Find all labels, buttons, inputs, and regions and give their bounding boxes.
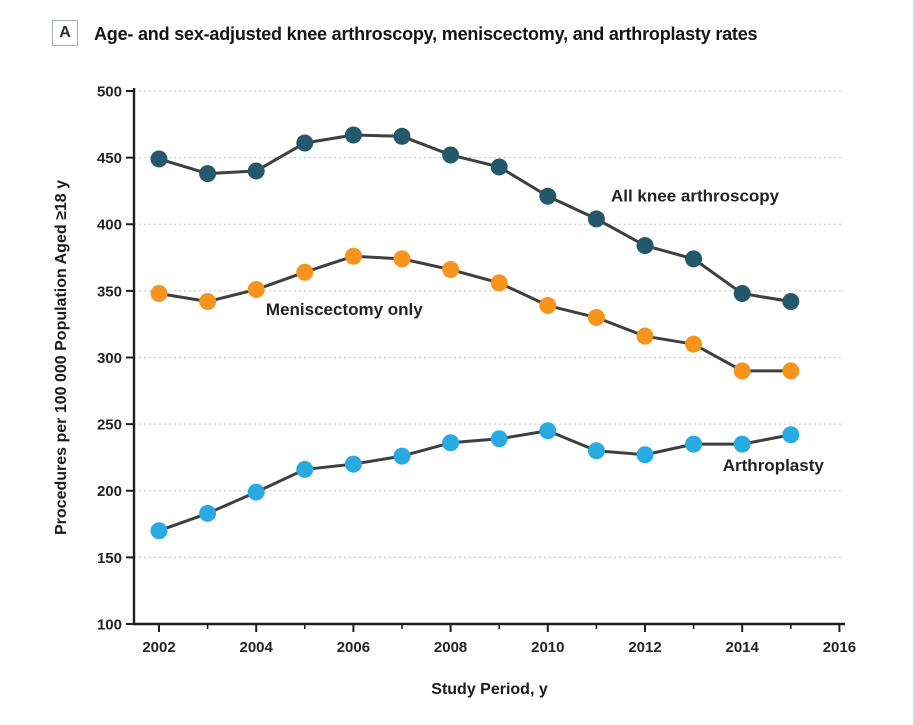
x-tick-label-2014: 2014 — [726, 639, 760, 656]
data-point-all-knee-arthroscopy-2015 — [782, 293, 800, 311]
y-tick-label-300: 300 — [97, 350, 122, 367]
data-point-all-knee-arthroscopy-2012 — [636, 237, 654, 255]
data-point-all-knee-arthroscopy-2010 — [539, 187, 557, 205]
y-axis-title: Procedures per 100 000 Population Aged ≥… — [53, 180, 70, 535]
data-point-meniscectomy-only-2005 — [296, 263, 314, 281]
data-point-arthroplasty-2011 — [587, 442, 605, 460]
data-point-arthroplasty-2014 — [733, 435, 751, 453]
data-point-meniscectomy-only-2012 — [636, 327, 654, 345]
data-point-meniscectomy-only-2010 — [539, 297, 557, 315]
data-point-all-knee-arthroscopy-2007 — [393, 127, 411, 145]
series-label-meniscectomy-only: Meniscectomy only — [266, 300, 423, 319]
x-tick-label-2012: 2012 — [628, 639, 661, 656]
x-tick-label-2006: 2006 — [337, 639, 370, 656]
y-tick-label-500: 500 — [97, 83, 122, 100]
axes — [132, 88, 845, 626]
series-arthroplasty — [150, 422, 800, 540]
panel-label: A — [52, 20, 78, 46]
data-point-meniscectomy-only-2008 — [442, 261, 460, 279]
data-point-all-knee-arthroscopy-2009 — [490, 158, 508, 176]
series-meniscectomy-only — [150, 247, 800, 380]
data-point-meniscectomy-only-2004 — [247, 281, 265, 299]
data-point-all-knee-arthroscopy-2014 — [733, 285, 751, 303]
x-tick-label-2004: 2004 — [240, 639, 274, 656]
data-point-meniscectomy-only-2014 — [733, 362, 751, 380]
x-tick-label-2010: 2010 — [531, 639, 564, 656]
data-point-arthroplasty-2005 — [296, 460, 314, 478]
data-point-arthroplasty-2007 — [393, 447, 411, 465]
data-point-arthroplasty-2013 — [685, 435, 703, 453]
x-tick-label-2008: 2008 — [434, 639, 467, 656]
series-label-arthroplasty: Arthroplasty — [723, 456, 825, 475]
data-point-arthroplasty-2004 — [247, 483, 265, 501]
data-point-arthroplasty-2009 — [490, 430, 508, 448]
data-point-all-knee-arthroscopy-2005 — [296, 134, 314, 152]
data-point-arthroplasty-2015 — [782, 426, 800, 444]
x-axis-title: Study Period, y — [431, 681, 548, 698]
data-point-arthroplasty-2008 — [442, 434, 460, 452]
data-point-all-knee-arthroscopy-2003 — [199, 165, 217, 183]
data-point-all-knee-arthroscopy-2006 — [344, 126, 362, 144]
data-point-all-knee-arthroscopy-2011 — [587, 210, 605, 228]
data-point-meniscectomy-only-2015 — [782, 362, 800, 380]
y-axis-ticks: 100 150 200 250 300 350 400 450 500 — [97, 83, 134, 633]
y-tick-label-200: 200 — [97, 483, 122, 500]
data-point-arthroplasty-2010 — [539, 422, 557, 440]
x-axis-ticks: 2002 2004 2006 2008 2010 2012 2014 2016 — [142, 624, 856, 656]
data-point-meniscectomy-only-2011 — [587, 309, 605, 327]
y-tick-label-400: 400 — [97, 217, 122, 234]
data-point-arthroplasty-2012 — [636, 446, 654, 464]
data-point-arthroplasty-2002 — [150, 522, 168, 540]
data-point-meniscectomy-only-2007 — [393, 250, 411, 268]
data-point-arthroplasty-2003 — [199, 504, 217, 522]
data-point-meniscectomy-only-2002 — [150, 285, 168, 303]
data-point-all-knee-arthroscopy-2008 — [442, 146, 460, 164]
data-point-meniscectomy-only-2013 — [685, 335, 703, 353]
x-tick-label-2016: 2016 — [823, 639, 856, 656]
series-line-meniscectomy-only — [157, 254, 793, 373]
y-tick-label-350: 350 — [97, 283, 122, 300]
data-point-meniscectomy-only-2006 — [344, 247, 362, 265]
y-tick-label-150: 150 — [97, 550, 122, 567]
data-point-all-knee-arthroscopy-2004 — [247, 162, 265, 180]
series-all-knee-arthroscopy — [150, 126, 800, 311]
data-point-arthroplasty-2006 — [344, 455, 362, 473]
figure-title: Age- and sex-adjusted knee arthroscopy, … — [94, 24, 758, 44]
y-tick-label-250: 250 — [97, 417, 122, 434]
y-tick-label-100: 100 — [97, 616, 122, 633]
data-point-meniscectomy-only-2009 — [490, 274, 508, 292]
data-point-all-knee-arthroscopy-2002 — [150, 150, 168, 168]
x-tick-label-2002: 2002 — [142, 639, 175, 656]
y-tick-label-450: 450 — [97, 150, 122, 167]
gridlines — [134, 90, 841, 559]
data-point-all-knee-arthroscopy-2013 — [685, 250, 703, 268]
data-point-meniscectomy-only-2003 — [199, 293, 217, 311]
series-annotations: All knee arthroscopy Meniscectomy only Art… — [266, 187, 824, 475]
series-label-all-knee-arthroscopy: All knee arthroscopy — [611, 187, 780, 206]
